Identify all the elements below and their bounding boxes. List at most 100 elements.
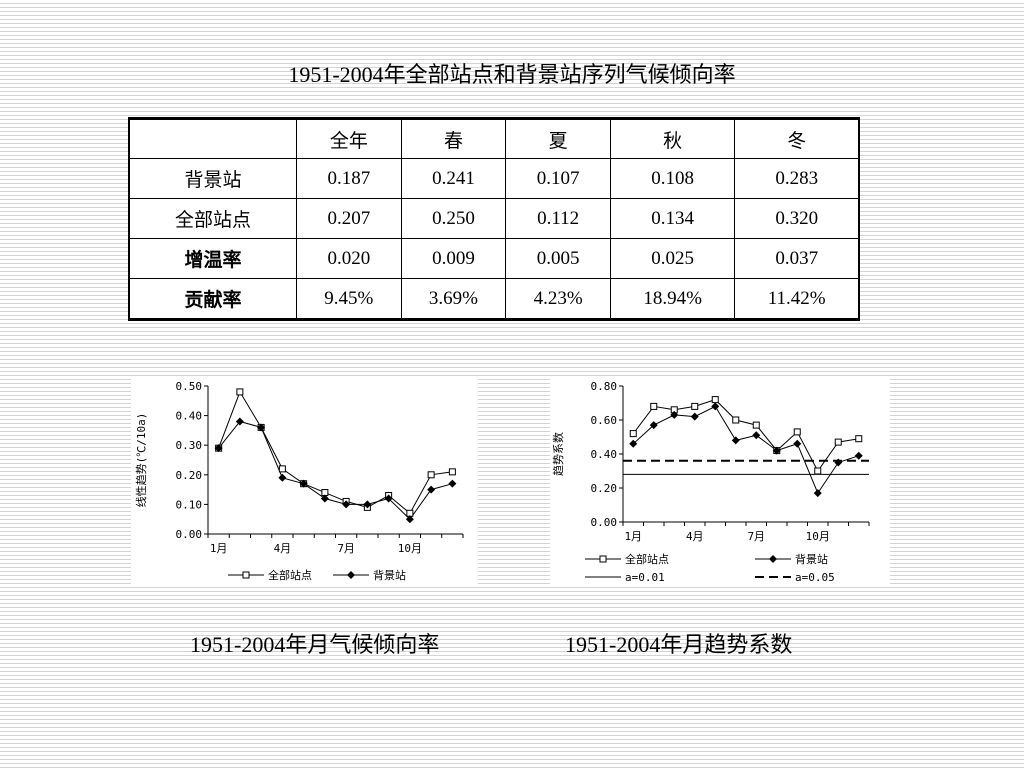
data-point: [342, 500, 351, 509]
data-point: [772, 446, 781, 455]
data-point: [711, 396, 719, 404]
table-row: 背景站 0.187 0.241 0.107 0.108 0.283: [128, 158, 860, 199]
y-tick-label: 0.50: [176, 380, 203, 393]
data-point: [855, 435, 863, 443]
data-point: [854, 451, 863, 460]
data-point: [236, 388, 244, 396]
table-header-cell: 夏: [505, 118, 611, 159]
table-cell: 0.134: [609, 198, 736, 239]
caption-monthly-trend-rate: 1951-2004年月气候倾向率: [190, 632, 440, 657]
data-point: [813, 489, 822, 498]
table-cell: 0.025: [609, 238, 736, 279]
table-cell: 0.020: [296, 238, 402, 279]
y-tick-label: 0.40: [176, 410, 203, 423]
table-row-label: 背景站: [128, 158, 297, 199]
data-point: [257, 423, 266, 432]
data-point: [235, 417, 244, 426]
y-axis-label: 趋势系数: [552, 432, 565, 476]
table-cell: 0.320: [734, 198, 860, 239]
x-tick-label: 4月: [686, 530, 704, 543]
data-point: [711, 402, 720, 411]
data-point: [793, 428, 801, 436]
table-cell: 18.94%: [609, 278, 736, 320]
data-point: [834, 458, 843, 467]
legend-label: 全部站点: [625, 552, 669, 566]
y-tick-label: 0.30: [176, 439, 203, 452]
data-point: [363, 500, 372, 509]
legend-label: a=0.01: [625, 571, 665, 584]
data-point: [670, 410, 679, 419]
table-cell: 0.283: [734, 158, 860, 199]
data-point: [732, 416, 740, 424]
y-tick-label: 0.00: [591, 516, 618, 529]
data-point: [731, 436, 740, 445]
data-point: [650, 402, 658, 410]
trend-rate-table: 全年 春 夏 秋 冬 背景站 0.187 0.241 0.107 0.108 0…: [128, 117, 860, 321]
data-point: [384, 494, 393, 503]
data-point: [448, 479, 457, 488]
data-point: [427, 471, 435, 479]
series-line: [218, 420, 453, 520]
x-tick-label: 7月: [747, 530, 765, 543]
data-point: [752, 421, 760, 429]
legend-label: 全部站点: [268, 568, 312, 582]
series-line: [632, 405, 859, 495]
y-tick-label: 0.80: [591, 380, 618, 393]
table-header-cell: 冬: [734, 118, 860, 159]
table-cell: 0.207: [296, 198, 402, 239]
data-point: [690, 412, 699, 421]
table-row-label: 贡献率: [128, 278, 297, 320]
y-tick-label: 0.40: [591, 448, 618, 461]
series-line: [218, 390, 453, 515]
x-tick-label: 1月: [210, 542, 228, 555]
data-point: [278, 473, 287, 482]
y-tick-label: 0.60: [591, 414, 618, 427]
legend-marker: [599, 555, 607, 563]
y-tick-label: 0.00: [176, 528, 203, 541]
legend-marker: [242, 571, 250, 579]
data-point: [320, 494, 329, 503]
data-point: [405, 515, 414, 524]
table-cell: 0.250: [400, 198, 507, 239]
table-cell: 0.108: [609, 158, 736, 199]
data-point: [214, 444, 223, 453]
data-point: [629, 439, 638, 448]
table-cell: 9.45%: [296, 278, 402, 320]
table-header-cell: 春: [400, 118, 507, 159]
x-tick-label: 10月: [806, 530, 830, 543]
table-cell: 0.009: [400, 238, 507, 279]
table-header-cell: 秋: [609, 118, 736, 159]
data-point: [299, 479, 308, 488]
table-header-cell: 全年: [296, 118, 402, 159]
legend-label: a=0.05: [795, 571, 835, 584]
y-tick-label: 0.20: [591, 482, 618, 495]
table-cell: 0.037: [734, 238, 860, 279]
table-cell: 4.23%: [505, 278, 611, 320]
x-tick-label: 7月: [337, 542, 355, 555]
table-row: 贡献率 9.45% 3.69% 4.23% 18.94% 11.42%: [128, 278, 860, 320]
data-point: [834, 438, 842, 446]
table-cell: 0.112: [505, 198, 611, 239]
table-cell: 0.241: [400, 158, 507, 199]
monthly-trend-rate-chart: 0.00 0.10 0.20 0.30 0.40 0.50 1月 4月 7月 10月 线性趋势(℃/…: [131, 376, 478, 586]
x-tick-label: 10月: [398, 542, 422, 555]
y-axis-label: 线性趋势(℃/10a): [134, 413, 148, 508]
data-point: [793, 439, 802, 448]
caption-monthly-trend-coefficient: 1951-2004年月趋势系数: [565, 632, 793, 657]
data-point: [448, 468, 456, 476]
x-tick-label: 4月: [274, 542, 292, 555]
y-tick-label: 0.20: [176, 469, 203, 482]
table-header-corner: [128, 118, 297, 159]
legend-label: 背景站: [795, 552, 828, 566]
y-tick-label: 0.10: [176, 498, 203, 511]
table-cell: 0.107: [505, 158, 611, 199]
legend-label: 背景站: [373, 568, 406, 582]
table-header-row: 全年 春 夏 秋 冬: [128, 118, 860, 159]
table-row-label: 全部站点: [128, 198, 297, 239]
table-row: 增温率 0.020 0.009 0.005 0.025 0.037: [128, 238, 860, 279]
data-point: [649, 421, 658, 430]
monthly-trend-coefficient-chart: 0.00 0.20 0.40 0.60 0.80 1月 4月 7月 10月 趋势系数 全部站点 背景站…: [550, 376, 890, 586]
table-cell: 0.005: [505, 238, 611, 279]
data-point: [691, 402, 699, 410]
